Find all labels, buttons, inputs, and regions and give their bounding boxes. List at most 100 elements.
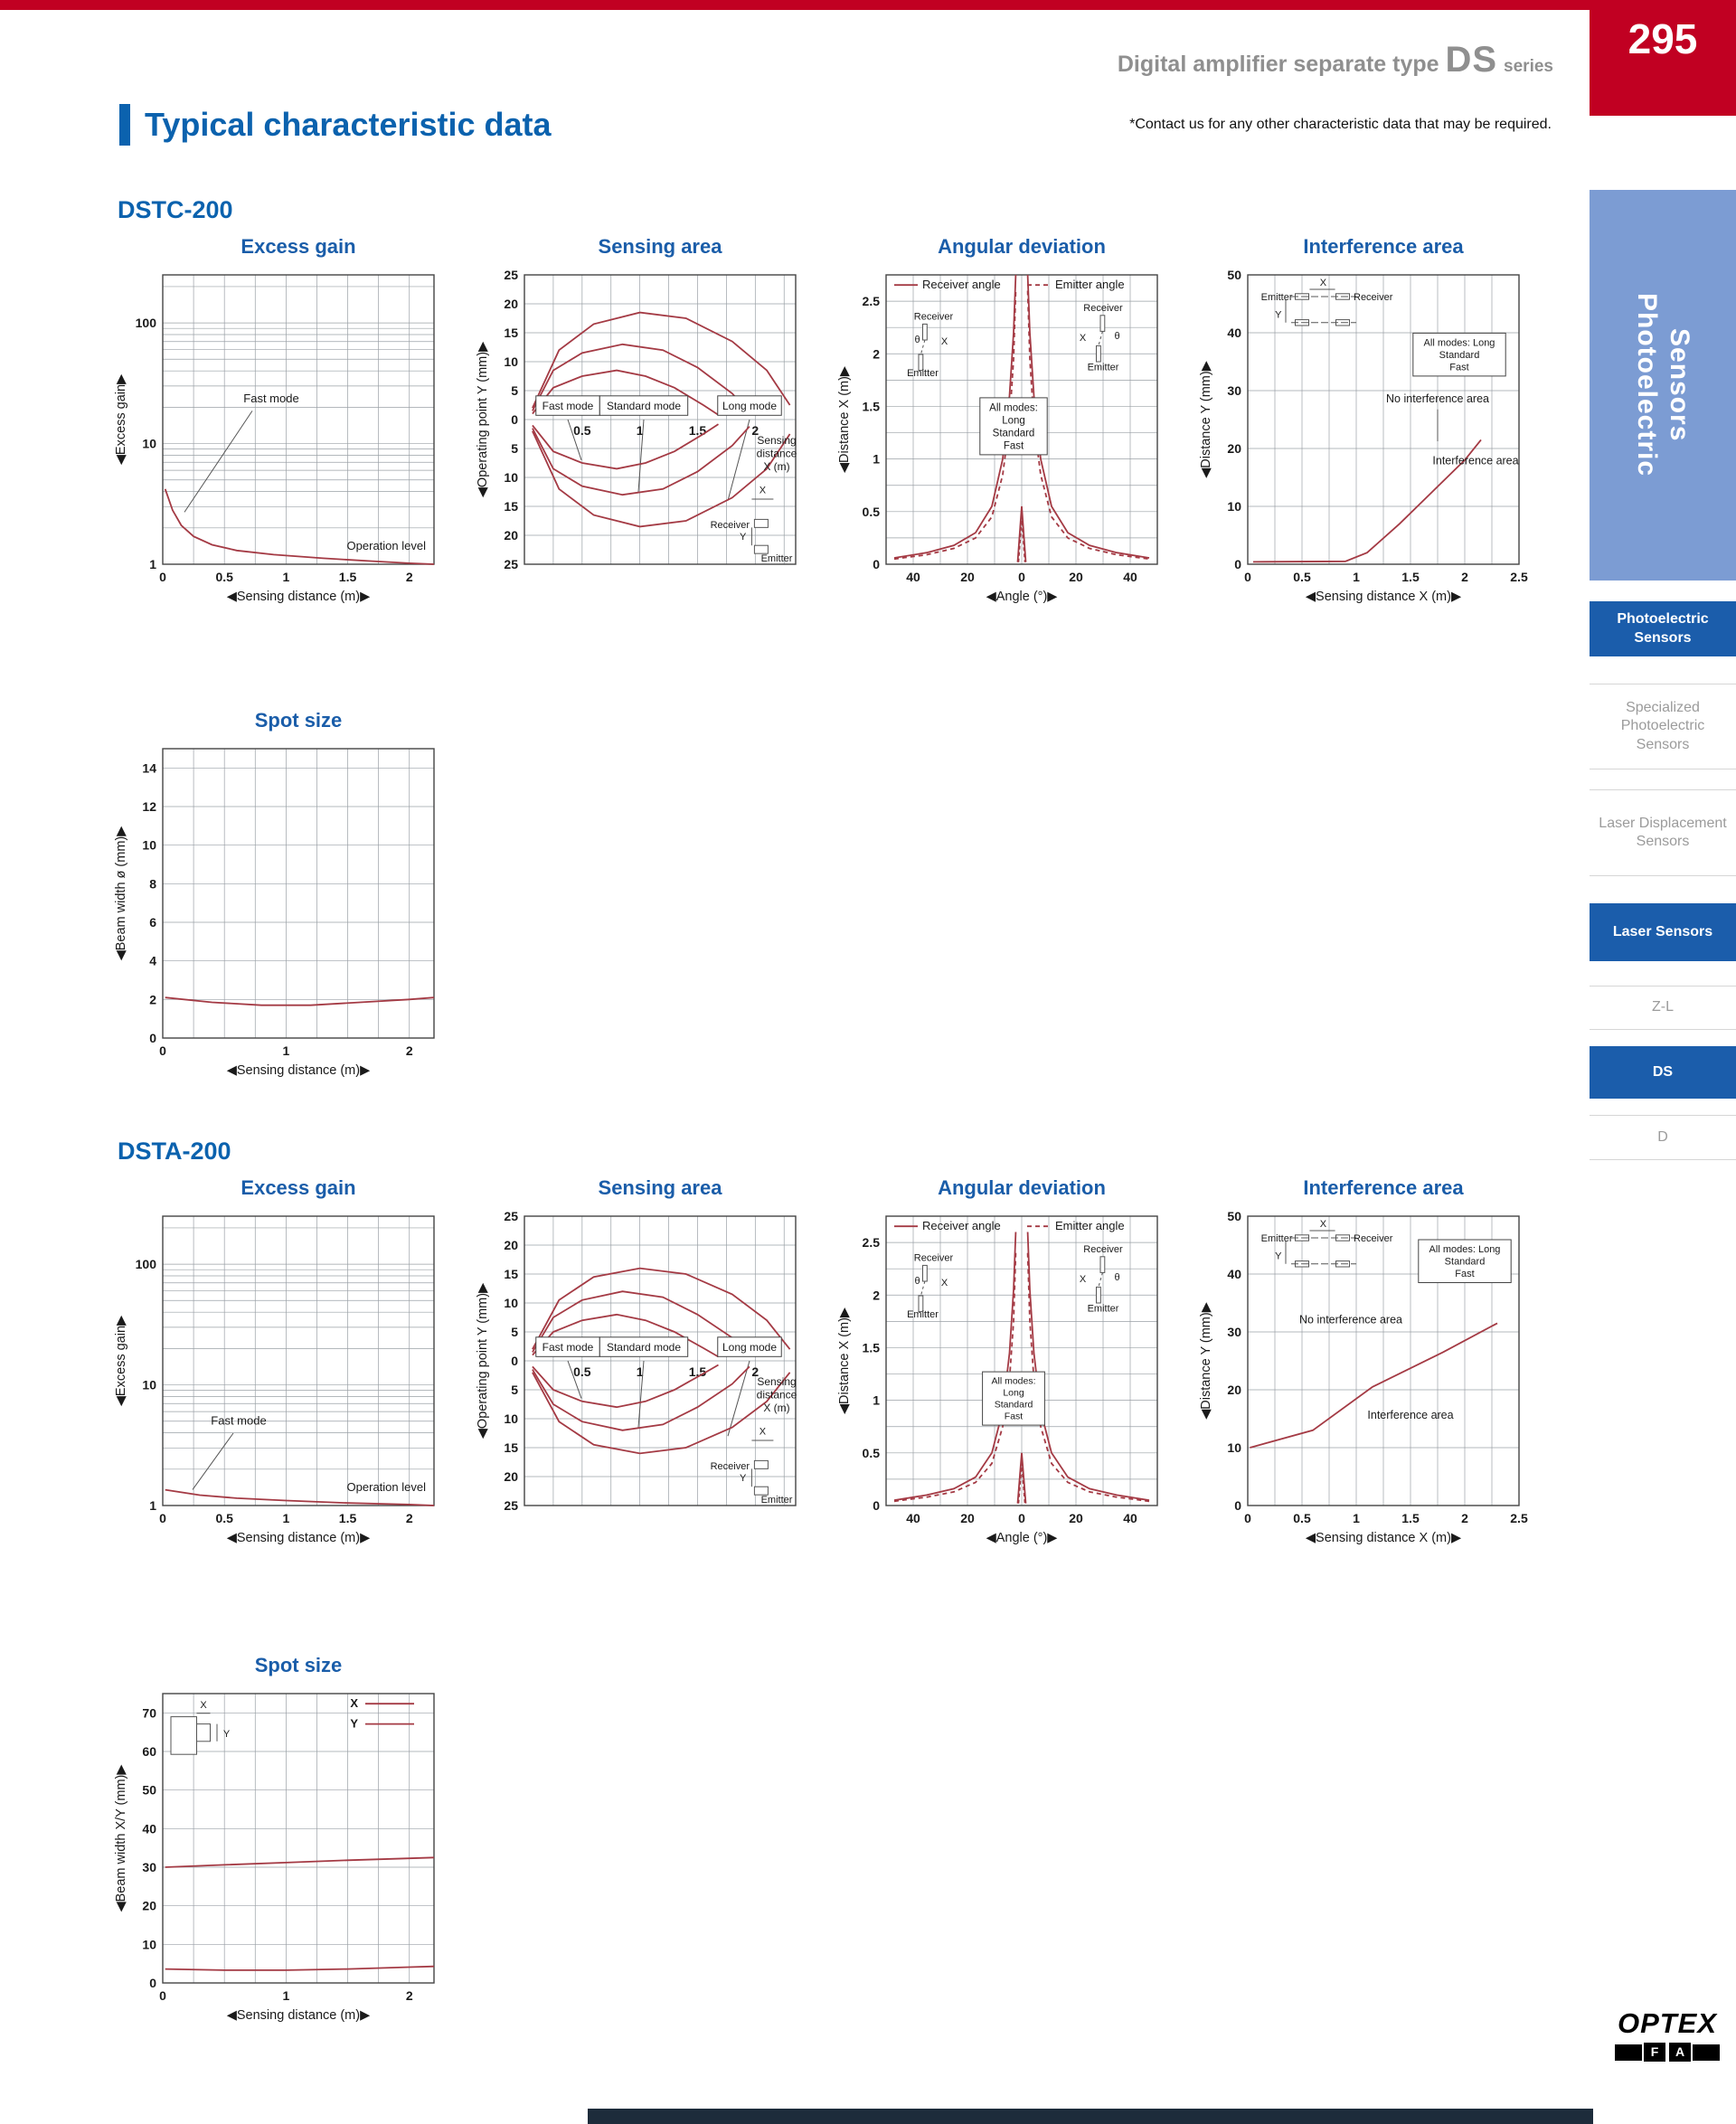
svg-text:Emitter: Emitter [761,553,793,564]
svg-text:25: 25 [504,557,518,571]
sidebar-item-laser-displacement-sensors[interactable]: Laser Displacement Sensors [1590,789,1736,876]
svg-text:Standard: Standard [995,1400,1033,1411]
title-row: Typical characteristic data *Contact us … [119,104,1552,146]
svg-text:100: 100 [136,316,157,330]
svg-text:X: X [941,1278,948,1289]
svg-text:◀Excess gain▶: ◀Excess gain▶ [114,1315,128,1406]
svg-text:30: 30 [1227,1325,1241,1339]
svg-text:0: 0 [511,1354,518,1368]
svg-text:Y: Y [223,1729,231,1740]
svg-text:2: 2 [149,992,156,1006]
svg-text:◀Distance Y (mm)▶: ◀Distance Y (mm)▶ [1199,360,1213,478]
svg-text:Operation level: Operation level [347,1480,427,1494]
svg-text:20: 20 [960,1511,975,1525]
svg-text:25: 25 [504,268,518,282]
svg-text:2: 2 [406,1511,413,1525]
svg-text:◀Beam width ø (mm)▶: ◀Beam width ø (mm)▶ [114,826,128,961]
svg-text:10: 10 [504,1411,518,1426]
sidebar-category-banner: Photoelectric Sensors [1590,190,1736,581]
svg-text:0: 0 [159,1511,166,1525]
sidebar-item-label: Z-L [1652,999,1674,1015]
section-title-dsta-200: DSTA-200 [118,1138,231,1165]
svg-text:2.5: 2.5 [863,294,881,308]
doc-header: Digital amplifier separate type DS serie… [0,40,1553,80]
svg-text:Fast: Fast [1449,362,1468,373]
svg-text:1.5: 1.5 [689,423,707,438]
svg-text:Sensing: Sensing [757,1375,796,1388]
sidebar-item-photoelectric-sensors[interactable]: Photoelectric Sensors [1590,601,1736,656]
chart-dsta-interference-area: Interference area 0 0.5 1 1.5 2 2.5 0 10 20 30 40 5… [1195,1176,1533,1549]
svg-text:Operation level: Operation level [347,539,427,552]
svg-text:2: 2 [751,1364,759,1379]
sidebar-item-d[interactable]: D [1590,1115,1736,1160]
svg-text:20: 20 [960,570,975,584]
sidebar-item-specialized-photoelectric-sensors[interactable]: Specialized Photoelectric Sensors [1590,684,1736,769]
svg-text:Receiver: Receiver [1354,292,1393,303]
chart-dstc-interference-area: Interference area 0 0.5 1 1.5 2 2.5 0 10 20 30 40 5… [1195,235,1533,608]
svg-text:2: 2 [873,346,880,361]
svg-text:All modes:: All modes: [991,1376,1035,1387]
svg-text:0.5: 0.5 [215,570,233,584]
chart-dstc-sensing-area: Sensing area 0.5 1 1.5 2 25 20 15 10 5 0 5 10 15 20 25… [472,235,810,588]
svg-text:◀Beam width X/Y (mm)▶: ◀Beam width X/Y (mm)▶ [114,1764,128,1912]
svg-text:25: 25 [504,1209,518,1223]
chart-title: Sensing area [598,235,722,258]
section-title-dstc-200: DSTC-200 [118,196,233,223]
title-accent-bar [119,104,130,146]
optex-fa-logo: OPTEX F A [1615,2007,1720,2062]
chart-title: Interference area [1303,1176,1464,1199]
svg-text:◀Sensing distance (m)▶: ◀Sensing distance (m)▶ [227,2008,371,2023]
sidebar-item-label: D [1657,1128,1668,1145]
svg-text:X: X [200,1700,207,1711]
svg-text:◀Sensing distance (m)▶: ◀Sensing distance (m)▶ [227,1063,371,1078]
svg-text:0: 0 [149,1976,156,1990]
svg-text:2.5: 2.5 [1510,1511,1528,1525]
svg-text:20: 20 [504,528,518,543]
svg-text:15: 15 [504,499,518,514]
svg-text:◀Sensing distance X (m)▶: ◀Sensing distance X (m)▶ [1306,590,1462,604]
svg-text:Y: Y [1275,309,1282,320]
svg-text:20: 20 [504,1238,518,1252]
svg-text:◀Excess gain▶: ◀Excess gain▶ [114,373,128,465]
page-title: Typical characteristic data [145,106,552,143]
svg-text:6: 6 [149,915,156,930]
svg-text:All modes: Long: All modes: Long [1424,337,1495,348]
svg-text:1: 1 [637,423,644,438]
svg-text:Long mode: Long mode [722,400,777,412]
svg-text:◀Sensing distance (m)▶: ◀Sensing distance (m)▶ [227,1531,371,1545]
svg-text:Long: Long [1002,415,1025,426]
svg-text:X: X [760,1427,767,1438]
svg-text:0.5: 0.5 [863,1446,881,1460]
chart-title: Angular deviation [938,1176,1106,1199]
svg-text:Emitter angle: Emitter angle [1055,278,1125,291]
svg-text:Emitter: Emitter [907,1309,939,1320]
svg-text:1: 1 [282,1511,289,1525]
svg-text:0.5: 0.5 [863,505,881,519]
sidebar-item-z-l[interactable]: Z-L [1590,986,1736,1030]
svg-text:10: 10 [504,1296,518,1310]
contact-note: *Contact us for any other characteristic… [1129,117,1552,132]
svg-text:2: 2 [751,423,759,438]
sidebar-item-laser-sensors[interactable]: Laser Sensors [1590,903,1736,961]
svg-text:Standard: Standard [1439,350,1480,361]
svg-text:0: 0 [873,557,880,571]
chart-dstc-spot-size: Spot size 0 1 2 0 2 4 6 8 10 12 14 ◀Beam width ø (m… [110,709,448,1081]
dstc-spot-row: Spot size 0 1 2 0 2 4 6 8 10 12 14 ◀Beam width ø (m… [110,709,1590,1081]
svg-text:◀Operating point Y (mm)▶: ◀Operating point Y (mm)▶ [476,341,490,497]
sidebar-item-ds[interactable]: DS [1590,1046,1736,1099]
chart-title: Angular deviation [938,235,1106,258]
svg-text:X: X [760,486,767,496]
svg-text:Fast: Fast [1005,1411,1024,1422]
svg-text:15: 15 [504,326,518,340]
chart-plot: 0 0.5 1 1.5 2 2.5 0 10 20 30 40 50 ◀Distance Y (mm)▶… [1195,1204,1533,1549]
sidebar-item-label: Specialized Photoelectric Sensors [1620,699,1705,752]
svg-text:40: 40 [1123,1511,1137,1525]
svg-text:1.5: 1.5 [1401,570,1420,584]
svg-text:10: 10 [142,1378,156,1392]
main-content: Digital amplifier separate type DS serie… [0,40,1590,2023]
svg-text:40: 40 [906,1511,920,1525]
chart-title: Interference area [1303,235,1464,258]
svg-text:All modes:: All modes: [989,402,1038,413]
page-number-text: 295 [1628,15,1698,62]
right-sidebar: Photoelectric Sensors Photoelectric Sens… [1590,116,1736,2124]
